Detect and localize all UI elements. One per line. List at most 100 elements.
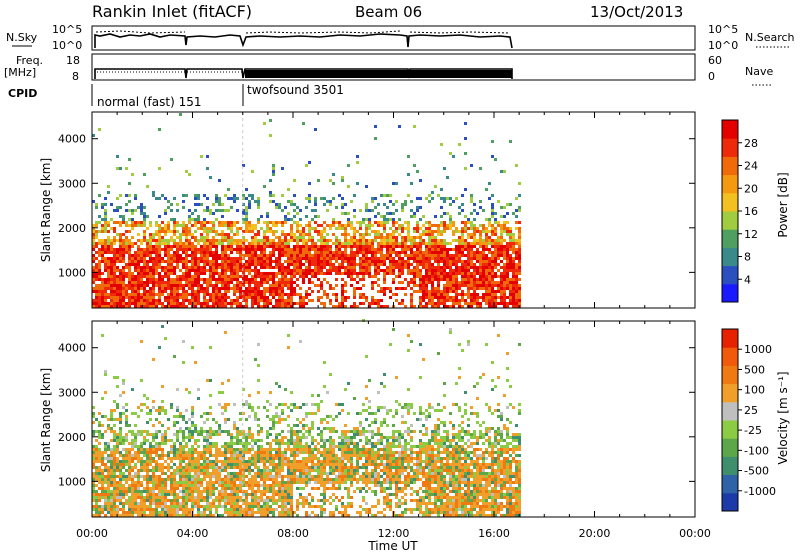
velocity-cell bbox=[101, 451, 104, 454]
velocity-cell bbox=[176, 496, 179, 499]
power-cell bbox=[320, 296, 323, 299]
velocity-cell bbox=[92, 481, 95, 484]
power-cell bbox=[503, 215, 506, 218]
power-cell bbox=[491, 227, 494, 230]
power-cell bbox=[485, 245, 488, 248]
power-cell bbox=[188, 233, 191, 236]
power-cell bbox=[401, 263, 404, 266]
power-cell bbox=[179, 239, 182, 242]
power-cell bbox=[266, 245, 269, 248]
power-cell bbox=[305, 293, 308, 296]
power-cell bbox=[371, 209, 374, 212]
power-cell bbox=[377, 251, 380, 254]
power-cell bbox=[212, 299, 215, 302]
power-cell bbox=[467, 293, 470, 296]
power-cell bbox=[311, 239, 314, 242]
power-cell bbox=[512, 284, 515, 287]
power-cell bbox=[218, 305, 221, 308]
power-cell bbox=[293, 290, 296, 293]
power-cell bbox=[173, 242, 176, 245]
velocity-cell bbox=[173, 454, 176, 457]
velocity-cell bbox=[188, 418, 191, 421]
power-cell bbox=[113, 287, 116, 290]
power-cell bbox=[194, 221, 197, 224]
power-cell bbox=[362, 239, 365, 242]
power-cell bbox=[467, 266, 470, 269]
velocity-cell bbox=[101, 472, 104, 475]
power-cell bbox=[380, 254, 383, 257]
velocity-cell bbox=[137, 487, 140, 490]
velocity-cell bbox=[140, 448, 143, 451]
power-cell bbox=[305, 266, 308, 269]
power-cell bbox=[242, 263, 245, 266]
velocity-cell bbox=[161, 505, 164, 508]
velocity-cell bbox=[146, 505, 149, 508]
power-cell bbox=[179, 287, 182, 290]
power-cell bbox=[419, 251, 422, 254]
power-cell bbox=[104, 302, 107, 305]
power-cell bbox=[227, 257, 230, 260]
power-cell bbox=[383, 224, 386, 227]
power-cell bbox=[107, 302, 110, 305]
power-cell bbox=[365, 266, 368, 269]
velocity-cell bbox=[131, 412, 134, 415]
power-cell bbox=[518, 269, 521, 272]
power-colorbar-swatch bbox=[722, 192, 738, 212]
power-cell bbox=[248, 284, 251, 287]
power-cell bbox=[401, 287, 404, 290]
power-cell bbox=[233, 257, 236, 260]
velocity-cell bbox=[206, 481, 209, 484]
velocity-cell bbox=[92, 466, 95, 469]
power-cell bbox=[101, 296, 104, 299]
power-cell bbox=[467, 233, 470, 236]
power-cell bbox=[512, 266, 515, 269]
velocity-cell bbox=[170, 406, 173, 409]
power-cell bbox=[485, 278, 488, 281]
power-cell bbox=[260, 260, 263, 263]
power-cell bbox=[248, 272, 251, 275]
power-cell bbox=[413, 236, 416, 239]
power-cell bbox=[413, 125, 416, 128]
power-cell bbox=[467, 281, 470, 284]
power-cell bbox=[392, 257, 395, 260]
velocity-cell bbox=[230, 505, 233, 508]
power-cell bbox=[317, 290, 320, 293]
power-cell bbox=[284, 239, 287, 242]
power-cell bbox=[377, 290, 380, 293]
power-cell bbox=[347, 254, 350, 257]
power-cell bbox=[452, 230, 455, 233]
velocity-cell bbox=[131, 481, 134, 484]
velocity-cell bbox=[161, 448, 164, 451]
power-cell bbox=[284, 221, 287, 224]
power-cell bbox=[92, 290, 95, 293]
power-cell bbox=[224, 287, 227, 290]
velocity-cell bbox=[224, 505, 227, 508]
power-cell bbox=[479, 233, 482, 236]
power-cell bbox=[113, 239, 116, 242]
power-cell bbox=[245, 260, 248, 263]
power-cell bbox=[305, 257, 308, 260]
power-cell bbox=[209, 242, 212, 245]
velocity-cell bbox=[101, 490, 104, 493]
velocity-cell bbox=[206, 466, 209, 469]
power-cell bbox=[419, 197, 422, 200]
power-cell bbox=[149, 254, 152, 257]
velocity-cell bbox=[119, 487, 122, 490]
power-cell bbox=[455, 263, 458, 266]
velocity-cell bbox=[152, 469, 155, 472]
power-cell bbox=[221, 263, 224, 266]
power-cell bbox=[374, 257, 377, 260]
velocity-cell bbox=[98, 442, 101, 445]
power-cell bbox=[446, 299, 449, 302]
velocity-cell bbox=[170, 511, 173, 514]
power-cell bbox=[326, 245, 329, 248]
velocity-cell bbox=[185, 442, 188, 445]
power-cell bbox=[236, 299, 239, 302]
power-cell bbox=[518, 206, 521, 209]
power-cell bbox=[506, 266, 509, 269]
power-cell bbox=[215, 263, 218, 266]
velocity-cell bbox=[173, 484, 176, 487]
power-cell bbox=[473, 302, 476, 305]
power-cell bbox=[512, 260, 515, 263]
